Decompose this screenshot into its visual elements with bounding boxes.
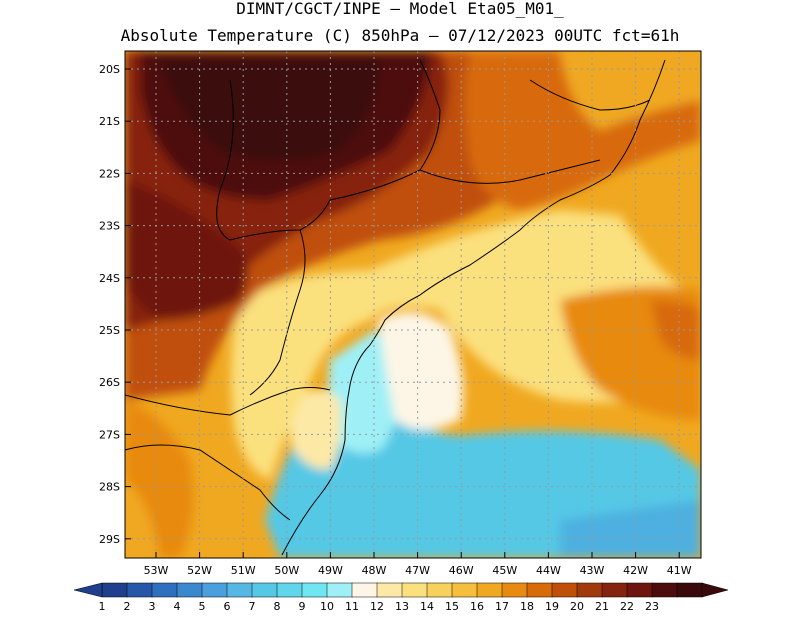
colorbar [73, 582, 729, 598]
temperature-field [125, 51, 701, 558]
colorbar-swatch [601, 582, 628, 598]
colorbar-swatch [201, 582, 228, 598]
colorbar-swatch [476, 582, 503, 598]
colorbar-label: 3 [149, 600, 156, 613]
colorbar-label: 8 [274, 600, 281, 613]
colorbar-label: 23 [645, 600, 659, 613]
title-line-2: Absolute Temperature (C) 850hPa – 07/12/… [120, 26, 680, 45]
colorbar-swatch [351, 582, 378, 598]
lon-tick-label: 45W [492, 564, 517, 577]
lat-tick-label: 21S [99, 115, 120, 128]
coastlines [125, 59, 666, 556]
colorbar-labels: 1 2 3 4 5 6 7 8 9 10 11 12 13 14 15 16 17 18 19 20 21 22 23 [99, 600, 660, 613]
colorbar-label: 22 [620, 600, 634, 613]
colorbar-label: 16 [470, 600, 484, 613]
lat-tick-label: 28S [99, 481, 120, 494]
colorbar-swatch [451, 582, 478, 598]
lon-tick-label: 44W [536, 564, 561, 577]
lon-tick-label: 47W [405, 564, 430, 577]
lat-tick-label: 27S [99, 428, 120, 441]
colorbar-swatch [176, 582, 203, 598]
colorbar-label: 5 [199, 600, 206, 613]
colorbar-label: 13 [395, 600, 409, 613]
colorbar-swatch [551, 582, 578, 598]
lon-axis: 53W 52W 51W 50W 49W 48W 47W 46W 45W 44W 43W 42W 41W [144, 552, 692, 577]
lon-tick-label: 42W [623, 564, 648, 577]
colorbar-label: 17 [495, 600, 509, 613]
colorbar-label: 4 [174, 600, 181, 613]
lat-tick-label: 29S [99, 533, 120, 546]
colorbar-swatch [426, 582, 453, 598]
colorbar-swatch [626, 582, 653, 598]
colorbar-label: 20 [570, 600, 584, 613]
map-frame [124, 50, 702, 559]
colorbar-swatch [126, 582, 153, 598]
lat-tick-label: 23S [99, 220, 120, 233]
colorbar-high-arrow [701, 582, 729, 598]
colorbar-swatch [251, 582, 278, 598]
lon-tick-label: 43W [580, 564, 605, 577]
title-line-1: DIMNT/CGCT/INPE – Model Eta05_M01_ [236, 0, 564, 18]
colorbar-label: 14 [420, 600, 434, 613]
lon-tick-label: 51W [231, 564, 256, 577]
lat-tick-label: 20S [99, 63, 120, 76]
colorbar-swatch [326, 582, 353, 598]
colorbar-label: 1 [99, 600, 106, 613]
colorbar-swatch [576, 582, 603, 598]
colorbar-swatch [401, 582, 428, 598]
colorbar-swatch [101, 582, 128, 598]
lat-axis: 20S 21S 22S 23S 24S 25S 26S 27S 28S 29S [99, 63, 131, 546]
colorbar-label: 19 [545, 600, 559, 613]
lat-tick-label: 25S [99, 324, 120, 337]
colorbar-swatch [651, 582, 678, 598]
colorbar-swatch [276, 582, 303, 598]
colorbar-label: 18 [520, 600, 534, 613]
colorbar-label: 7 [249, 600, 256, 613]
lon-tick-label: 52W [187, 564, 212, 577]
lat-tick-label: 24S [99, 272, 120, 285]
colorbar-label: 9 [299, 600, 306, 613]
colorbar-low-arrow [73, 582, 103, 598]
colorbar-label: 10 [320, 600, 334, 613]
colorbar-label: 15 [445, 600, 459, 613]
colorbar-label: 11 [345, 600, 359, 613]
grid-lines [125, 51, 701, 558]
lon-tick-label: 50W [274, 564, 299, 577]
lon-tick-label: 49W [318, 564, 343, 577]
colorbar-swatch [526, 582, 553, 598]
lat-tick-label: 22S [99, 167, 120, 180]
colorbar-swatch [151, 582, 178, 598]
lon-tick-label: 53W [144, 564, 169, 577]
lon-tick-label: 46W [449, 564, 474, 577]
colorbar-swatch [301, 582, 328, 598]
colorbar-label: 21 [595, 600, 609, 613]
colorbar-label: 12 [370, 600, 384, 613]
colorbar-swatch [376, 582, 403, 598]
colorbar-swatch [676, 582, 703, 598]
colorbar-swatch [226, 582, 253, 598]
colorbar-label: 6 [224, 600, 231, 613]
colorbar-swatch [501, 582, 528, 598]
lon-tick-label: 48W [362, 564, 387, 577]
colorbar-label: 2 [124, 600, 131, 613]
lat-tick-label: 26S [99, 376, 120, 389]
lon-tick-label: 41W [667, 564, 692, 577]
